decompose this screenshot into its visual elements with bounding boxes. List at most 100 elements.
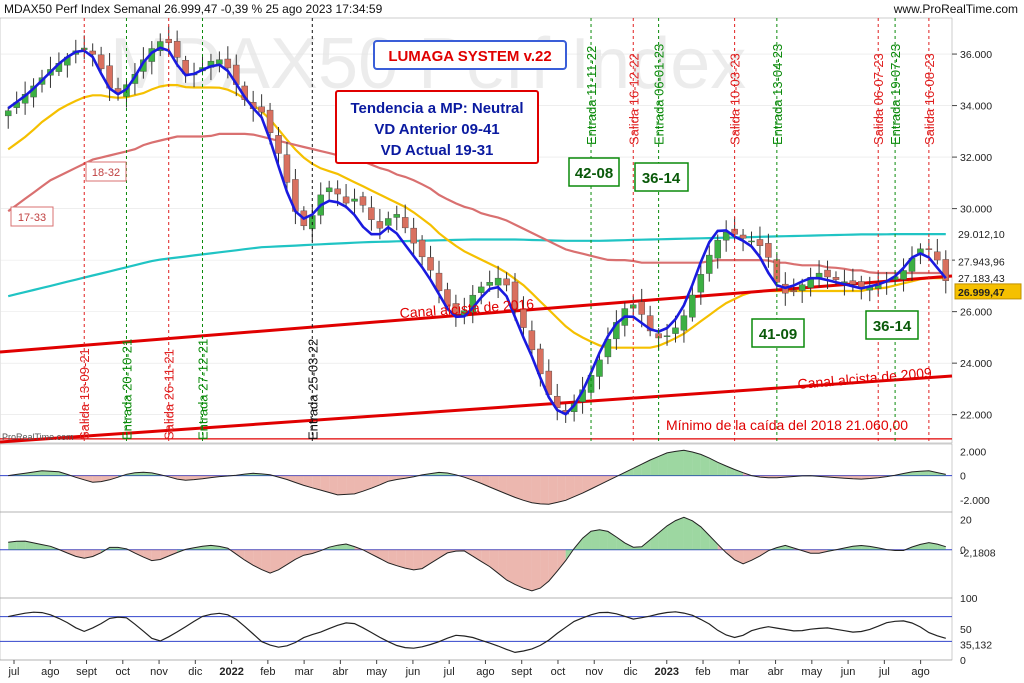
oscillator-area-segment: [337, 543, 347, 550]
candle-body: [765, 243, 772, 258]
candle-body: [503, 278, 510, 286]
signal-label: Entrada 06-01-23: [652, 44, 667, 145]
candle-body: [706, 254, 713, 274]
candle-body: [672, 327, 679, 334]
candle-body: [435, 272, 443, 292]
svg-text:41-09: 41-09: [759, 326, 797, 343]
oscillator-area-segment: [25, 541, 34, 550]
candle-body: [790, 290, 797, 292]
oscillator-area-segment: [641, 539, 651, 550]
oscillator-area-segment: [515, 475, 524, 501]
oscillator-area-segment: [92, 475, 102, 483]
oscillator-area-segment: [261, 549, 271, 574]
oscillator-area-segment: [911, 544, 921, 550]
x-tick-label: may: [801, 666, 822, 678]
oscillator-area-segment: [346, 543, 355, 550]
oscillator-line: [8, 449, 946, 505]
trend-info-box: Tendencia a MP: Neutral VD Anterior 09-4…: [335, 90, 539, 164]
oscillator-panel-3: 100 50 0 35,132: [0, 593, 992, 667]
candle-body: [224, 58, 232, 69]
oscillator-area-segment: [16, 541, 26, 550]
signal-label: Salida 10-03-23: [728, 53, 743, 145]
oscillator-area-segment: [388, 549, 397, 566]
mid-ma-line: [7, 83, 946, 349]
oscillator-last-value: -2,1808: [960, 548, 996, 560]
oscillator-area-segment: [709, 535, 718, 550]
oscillator-area-segment: [557, 549, 566, 572]
oscillator-area-segment: [168, 549, 178, 557]
x-tick-label: dic: [623, 666, 638, 678]
oscillator-area-segment: [726, 549, 735, 560]
oscillator-area-segment: [591, 529, 600, 550]
oscillator-area-segment: [599, 529, 608, 550]
fast-ma-line: [7, 46, 947, 416]
candle-body: [97, 54, 105, 70]
oscillator-area-segment: [565, 475, 575, 501]
oscillator-area-segment: [726, 465, 735, 476]
price-tick-label: 26.000: [960, 307, 992, 319]
oscillator-area-segment: [329, 545, 338, 550]
candle-body: [900, 270, 907, 280]
oscillator-area-segment: [928, 542, 938, 550]
prorealtime-footer: ProRealTime.com: [2, 432, 74, 442]
oscillator-area-segment: [8, 541, 17, 550]
oscillator-area-segment: [709, 458, 718, 476]
tag-box-2: 17-33: [10, 206, 54, 227]
candle-body: [266, 109, 274, 133]
oscillator-tick-label: 0: [960, 655, 966, 667]
candle-body: [849, 280, 857, 285]
oscillator-area-segment: [472, 475, 482, 484]
oscillator-area-segment: [683, 517, 693, 550]
oscillator-last-value: 35,132: [960, 639, 992, 651]
oscillator-area-segment: [109, 547, 119, 550]
minimum-2018-label: Mínimo de la caída del 2018 21.060,00: [666, 417, 908, 433]
oscillator-area-segment: [531, 549, 541, 591]
candle-body: [427, 257, 434, 271]
candle-body: [520, 308, 527, 328]
candle-body: [418, 239, 426, 258]
oscillator-area-segment: [700, 526, 710, 550]
oscillator-area-segment: [768, 475, 777, 478]
oscillator-area-segment: [624, 542, 634, 550]
candle-body: [393, 214, 400, 218]
price-tick-label: 22.000: [960, 410, 992, 422]
candle-body: [511, 281, 519, 310]
x-tick-label: dic: [188, 666, 203, 678]
oscillator-area-segment: [540, 475, 549, 505]
oscillator-area-segment: [624, 468, 634, 476]
site-link[interactable]: www.ProRealTime.com: [893, 2, 1018, 16]
price-tag-box: [954, 283, 1022, 300]
oscillator-area-segment: [675, 517, 684, 550]
x-tick-label: abr: [332, 666, 348, 678]
oscillator-area-segment: [329, 475, 338, 495]
oscillator-area-segment: [430, 549, 439, 564]
signal-label: Salida 26-11-21: [162, 349, 177, 440]
price-tag-label: 29.012,10: [958, 229, 1005, 241]
x-tick-label: sept: [511, 666, 532, 678]
x-tick-label: oct: [551, 666, 566, 678]
oscillator-area-segment: [67, 549, 76, 557]
candle-body: [680, 315, 688, 331]
price-tag-box: [955, 226, 1021, 242]
oscillator-area-segment: [185, 475, 195, 481]
oscillator-area-segment: [506, 549, 516, 585]
candle-body: [722, 231, 730, 241]
oscillator-area-segment: [286, 475, 296, 483]
candle-body: [444, 289, 451, 307]
candle-body: [798, 284, 806, 291]
candle-body: [477, 286, 485, 293]
x-tick-label: jul: [7, 666, 19, 678]
oscillator-area-segment: [911, 471, 921, 476]
oscillator-area-segment: [379, 475, 389, 485]
oscillator-area-segment: [692, 452, 701, 476]
oscillator-area-segment: [928, 470, 938, 476]
x-tick-label: may: [366, 666, 387, 678]
tag-box-1: 18-32: [85, 161, 127, 182]
oscillator-area-segment: [312, 475, 321, 491]
oscillator-area-segment: [920, 470, 929, 476]
oscillator-area-segment: [422, 549, 431, 569]
oscillator-area-segment: [42, 544, 51, 550]
oscillator-area-segment: [75, 549, 85, 559]
candle-body: [325, 187, 333, 193]
chart-title: MDAX50 Perf Index Semanal 26.999,47 -0,3…: [4, 2, 383, 16]
